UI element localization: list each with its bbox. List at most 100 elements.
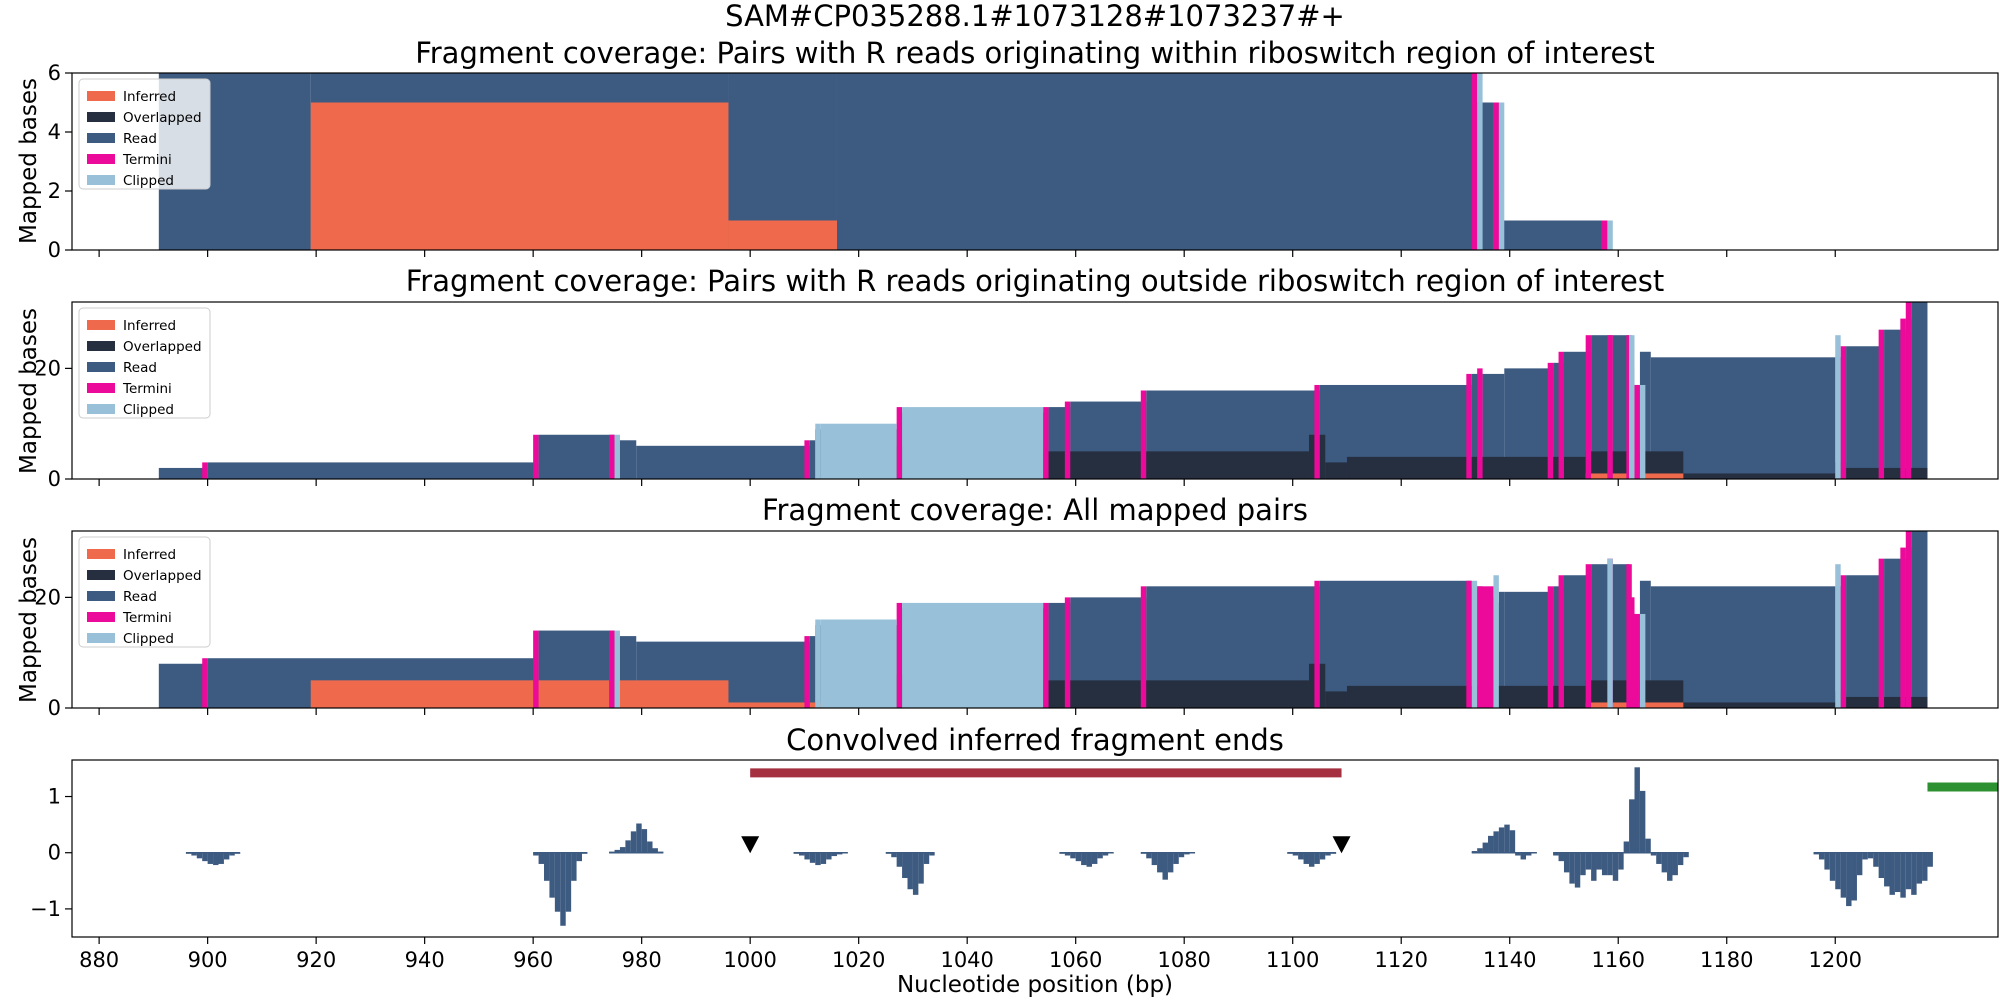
convolved-bar	[652, 848, 658, 853]
triangle-marker	[1332, 836, 1351, 854]
coverage-termini-segment	[1466, 373, 1472, 479]
coverage-termini-segment	[1905, 302, 1912, 479]
legend-swatch-inferred	[87, 320, 115, 330]
coverage-read-segment	[836, 73, 1478, 250]
convolved-bar	[907, 852, 913, 890]
legend-swatch-overlapped	[87, 341, 115, 351]
panel-title: Fragment coverage: Pairs with R reads or…	[415, 36, 1655, 70]
y-tick-label: 0	[48, 467, 61, 491]
legend-swatch-clipped	[87, 404, 115, 414]
coverage-inferred-segment	[310, 680, 729, 708]
axes-frame	[71, 759, 1999, 938]
coverage-clipped-segment	[1835, 335, 1841, 479]
x-tick-label: 900	[188, 948, 228, 972]
convolved-bar	[1471, 851, 1478, 853]
coverage-termini-segment	[1634, 384, 1640, 479]
convolved-bar	[1298, 852, 1304, 860]
convolved-bar	[576, 852, 582, 862]
axes-frame	[71, 301, 1999, 480]
legend-swatch-termini	[87, 154, 115, 164]
convolved-bar	[1824, 852, 1830, 870]
coverage-clipped-segment	[902, 407, 1044, 479]
y-tick-label: 0	[48, 696, 61, 720]
convolved-bar	[229, 852, 235, 856]
convolved-bar	[218, 852, 224, 864]
y-tick-label: 20	[34, 356, 61, 380]
convolved-bar	[918, 852, 924, 884]
convolved-bar	[1596, 852, 1602, 870]
legend: Inferred Overlapped Read Termini Clipped	[78, 307, 211, 419]
coverage-termini-segment	[1314, 580, 1320, 708]
coverage-termini-segment	[1900, 547, 1906, 708]
convolved-bar	[1325, 852, 1331, 856]
coverage-inferred-segment	[310, 102, 729, 250]
convolved-bar	[902, 852, 908, 878]
plot-area: 0 2 4 6	[48, 61, 1999, 262]
x-tick-label: 1100	[1266, 948, 1319, 972]
x-tick-label: 920	[296, 948, 336, 972]
coverage-read-segment	[1846, 346, 1885, 479]
convolved-bar	[896, 852, 903, 867]
legend-label-inferred: Inferred	[123, 318, 176, 334]
convolved-bar	[1303, 852, 1309, 864]
legend-swatch-clipped	[87, 633, 115, 643]
convolved-bar	[1184, 852, 1190, 855]
coverage-overlapped-segment	[1846, 696, 1928, 708]
coverage-termini-segment	[1493, 102, 1499, 250]
convolved-bar	[554, 852, 561, 912]
convolved-bar	[1482, 842, 1489, 853]
y-tick-label: 4	[48, 120, 61, 144]
convolved-bar	[1102, 852, 1109, 856]
convolved-bar	[223, 852, 230, 860]
x-tick-label: 960	[513, 948, 553, 972]
coverage-clipped-segment	[1493, 575, 1499, 708]
x-tick-label: 1120	[1374, 948, 1427, 972]
coverage-termini-segment	[1585, 564, 1592, 708]
convolved-bar	[1667, 852, 1673, 881]
y-tick-label: 2	[48, 179, 61, 203]
coverage-termini-segment	[1140, 390, 1147, 479]
legend-label-read: Read	[123, 131, 157, 147]
convolved-bar	[1835, 852, 1841, 890]
coverage-clipped-segment	[820, 619, 897, 708]
convolved-bar	[1488, 835, 1494, 853]
coverage-clipped-segment	[820, 423, 897, 479]
coverage-termini-segment	[1477, 368, 1483, 479]
legend-swatch-inferred	[87, 549, 115, 559]
coverage-clipped-segment	[1477, 73, 1483, 250]
convolved-bar	[1894, 852, 1901, 893]
convolved-bar	[213, 852, 219, 866]
panel-all: Fragment coverage: All mapped pairs Mapp…	[16, 493, 1999, 720]
convolved-bar	[565, 852, 572, 912]
coverage-clipped-segment	[1471, 580, 1478, 708]
convolved-bar	[1639, 790, 1646, 853]
convolved-bar	[202, 852, 208, 862]
convolved-bar	[630, 831, 637, 853]
convolved-bar	[1585, 852, 1592, 870]
convolved-bar	[544, 852, 550, 881]
convolved-bar	[560, 852, 566, 926]
coverage-termini-segment	[609, 434, 615, 479]
coverage-clipped-segment	[815, 619, 821, 708]
y-tick-label: 1	[48, 785, 61, 809]
coverage-termini-segment	[202, 658, 208, 708]
convolved-bar	[1618, 852, 1624, 870]
coverage-clipped-segment	[1629, 335, 1635, 479]
convolved-bar	[1851, 852, 1857, 901]
convolved-bar	[1889, 852, 1895, 895]
coverage-termini-segment	[1905, 531, 1912, 708]
coverage-read-segment	[1911, 302, 1928, 479]
coverage-read-segment	[158, 663, 208, 708]
legend-label-clipped: Clipped	[123, 173, 174, 189]
coverage-termini-segment	[1466, 580, 1472, 708]
convolved-bar	[1905, 852, 1912, 890]
convolved-bar	[1525, 852, 1532, 856]
legend-label-read: Read	[123, 360, 157, 376]
coverage-clipped-segment	[815, 423, 821, 479]
plot-marks	[158, 531, 1928, 708]
panel-convolved: Convolved inferred fragment ends −1 0 1 880…	[30, 723, 1999, 998]
convolved-bar	[1569, 852, 1575, 884]
y-axis-label: Mapped bases	[16, 537, 42, 703]
legend: Inferred Overlapped Read Termini Clipped	[78, 536, 211, 648]
convolved-bar	[1553, 852, 1559, 856]
